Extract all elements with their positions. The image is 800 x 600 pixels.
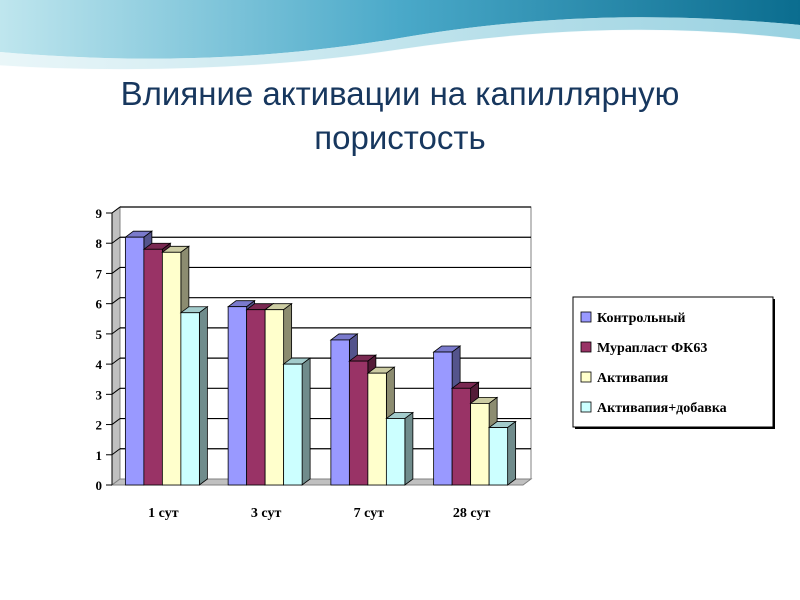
- gridline-side: [111, 448, 121, 456]
- bar-front: [161, 251, 182, 486]
- bar: [282, 357, 312, 486]
- legend-label: Активапия: [597, 371, 669, 386]
- gridline-side: [111, 267, 121, 274]
- y-tick-label: 5: [96, 327, 103, 342]
- bar-side: [301, 357, 311, 486]
- gridline-side: [111, 418, 121, 425]
- gridline-side: [111, 297, 121, 305]
- y-tick-label: 9: [96, 206, 103, 221]
- y-tick-label: 3: [96, 387, 103, 402]
- slide-title: Влияние активации на капиллярную пористо…: [120, 75, 680, 156]
- legend-swatch: [580, 401, 592, 413]
- bar-front: [246, 309, 266, 486]
- legend-label: Мурапласт ФК63: [597, 341, 707, 356]
- bar-front: [451, 387, 472, 486]
- gridline-side: [111, 357, 121, 365]
- legend-box: [572, 296, 774, 428]
- header-wave-decoration: [0, 0, 800, 71]
- bar-side: [404, 411, 414, 486]
- bar-front: [488, 427, 509, 486]
- y-tick-label: 0: [96, 478, 103, 493]
- bar-front: [283, 363, 303, 486]
- plot-side-wall: [111, 206, 121, 486]
- gridline-side: [111, 236, 121, 244]
- y-tick-label: 8: [96, 236, 103, 251]
- y-tick-label: 6: [96, 297, 103, 312]
- bar: [385, 411, 415, 486]
- x-tick-label: 3 сут: [251, 506, 282, 521]
- bar-front: [367, 372, 387, 486]
- x-tick-label: 7 сут: [354, 506, 385, 521]
- bar-front: [227, 306, 248, 486]
- y-tick-label: 4: [96, 357, 103, 372]
- gridline-side: [111, 327, 121, 335]
- bar: [179, 305, 209, 486]
- bar-side: [507, 420, 517, 486]
- bar: [487, 420, 517, 486]
- bar-front: [124, 236, 145, 486]
- y-tick-label: 2: [96, 418, 103, 433]
- x-tick-label: 28 сут: [453, 506, 491, 521]
- y-tick-label: 7: [96, 266, 103, 281]
- legend-label: Контрольный: [597, 311, 686, 326]
- bar-front: [470, 402, 490, 486]
- bar-side: [198, 305, 208, 486]
- bar-front: [330, 339, 350, 486]
- legend-swatch: [580, 341, 592, 353]
- legend-label: Активапия+добавка: [597, 401, 727, 416]
- legend-swatch: [580, 311, 592, 323]
- bar-front: [385, 418, 406, 486]
- y-tick-label: 1: [96, 448, 103, 463]
- bar-front: [433, 351, 453, 486]
- bar-front: [180, 312, 200, 486]
- gridline-side: [111, 206, 121, 214]
- bar-front: [348, 360, 369, 486]
- bar-front: [143, 248, 163, 486]
- bar-front: [264, 309, 285, 486]
- gridline-side: [111, 387, 121, 395]
- x-tick-label: 1 сут: [148, 506, 179, 521]
- legend-swatch: [580, 371, 592, 383]
